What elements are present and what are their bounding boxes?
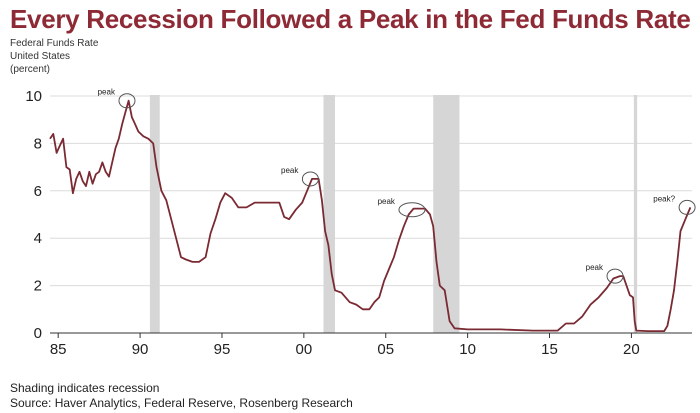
peak-circle-0 [118, 93, 136, 109]
y-tick-label-1: 2 [34, 278, 42, 295]
x-tick-label-1: 90 [132, 341, 149, 358]
y-tick-label-0: 0 [34, 325, 42, 342]
recession-band-0 [149, 95, 160, 333]
x-tick-label-2: 95 [214, 341, 231, 358]
source-note: Source: Haver Analytics, Federal Reserve… [10, 396, 353, 410]
y-tick-label-3: 6 [34, 183, 42, 200]
recession-band-1 [323, 95, 335, 333]
x-tick-label-3: 00 [296, 341, 313, 358]
peak-label-2: peak [378, 197, 396, 206]
peak-label-0: peak [98, 88, 116, 97]
x-tick-label-6: 15 [541, 341, 558, 358]
chart-title: Every Recession Followed a Peak in the F… [10, 4, 691, 34]
peak-circle-3 [606, 268, 624, 284]
fed-funds-rate-line [49, 99, 692, 332]
peak-circle-1 [301, 171, 319, 187]
recession-band-2 [433, 95, 460, 333]
x-tick-label-0: 85 [50, 341, 67, 358]
data-points [49, 100, 691, 332]
peak-label-4: peak? [653, 194, 675, 203]
peak-circle-2 [398, 202, 426, 218]
peak-circle-4 [678, 199, 696, 215]
x-tick-label-4: 05 [377, 341, 394, 358]
subtitle-series-name: Federal Funds Rate [10, 38, 99, 49]
x-tick-label-5: 10 [459, 341, 476, 358]
y-tick-label-5: 10 [25, 88, 42, 105]
chart-subtitle: Federal Funds Rate United States (percen… [10, 37, 98, 76]
chart-footer: Shading indicates recession Source: Have… [10, 381, 353, 411]
subtitle-unit: (percent) [10, 64, 51, 75]
y-tick-label-2: 4 [34, 230, 42, 247]
x-tick-label-7: 20 [623, 341, 640, 358]
peak-label-3: peak [586, 263, 604, 272]
recession-band-3 [633, 95, 638, 333]
y-tick-label-4: 8 [34, 135, 42, 152]
peak-label-1: peak [281, 166, 299, 175]
subtitle-country: United States [10, 51, 71, 62]
recession-shading-note: Shading indicates recession [10, 381, 160, 395]
